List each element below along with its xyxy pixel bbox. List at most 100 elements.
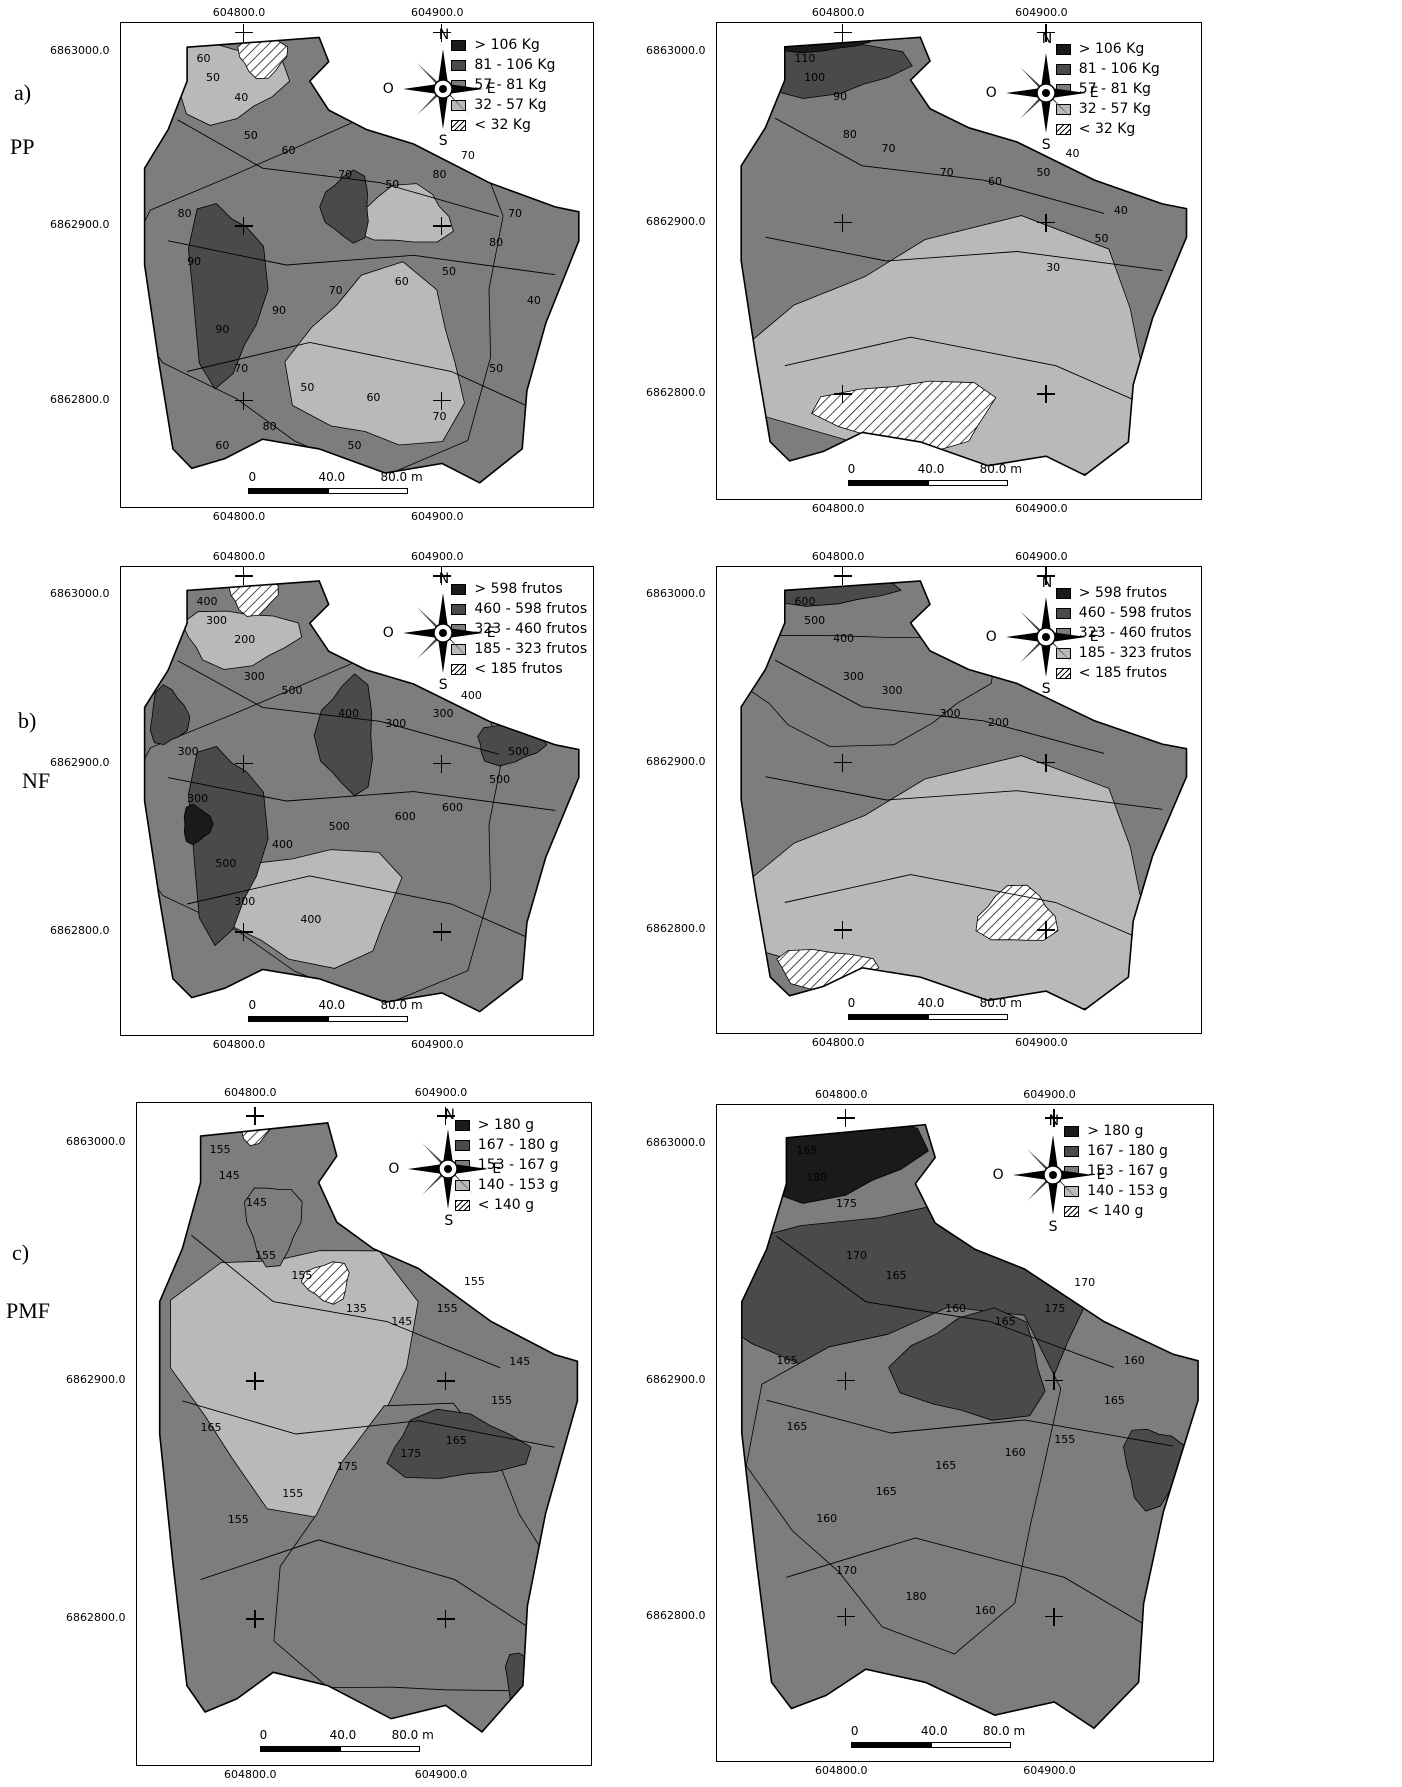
legend-label: 140 - 153 g xyxy=(477,1177,559,1193)
x-coord-bottom: 604800.0 xyxy=(811,502,865,515)
contour-label: 170 xyxy=(845,1249,867,1263)
compass-n-label: N xyxy=(1041,31,1053,47)
scale-label: 0 xyxy=(847,996,856,1010)
legend-swatch xyxy=(1064,1145,1080,1157)
legend-swatch xyxy=(1055,63,1071,75)
contour-label: 110 xyxy=(794,51,816,65)
y-coord: 6863000.0 xyxy=(66,1134,126,1148)
contour-label: 155 xyxy=(227,1513,249,1527)
contour-label: 500 xyxy=(281,684,303,697)
grid-cross xyxy=(432,23,451,42)
contour-label: 50 xyxy=(489,361,504,375)
grid-cross xyxy=(836,1607,855,1626)
scale-label: 40.0 xyxy=(318,998,346,1012)
legend-label: < 32 Kg xyxy=(1078,121,1136,137)
scale-segment xyxy=(847,480,928,486)
kriging-map-svg xyxy=(158,1122,579,1733)
contour-label: 160 xyxy=(816,1511,838,1525)
legend-label: 81 - 106 Kg xyxy=(1078,61,1160,77)
legend: > 598 frutos 460 - 598 frutos 323 - 460 fr… xyxy=(1055,583,1192,683)
grid-cross xyxy=(1037,753,1056,772)
legend-item: > 106 Kg xyxy=(1055,39,1160,59)
y-coord: 6862800.0 xyxy=(66,1611,126,1625)
compass-e-label: E xyxy=(492,1161,502,1177)
legend-item: > 180 g xyxy=(454,1115,559,1135)
compass-w-label: O xyxy=(985,629,997,645)
legend-item: < 185 frutos xyxy=(1055,663,1192,683)
class-zone xyxy=(244,1187,303,1268)
contour-label: 400 xyxy=(272,838,294,852)
contour-label: 145 xyxy=(245,1195,267,1209)
x-coord-top: 604900.0 xyxy=(1023,1088,1076,1101)
y-coord: 6862900.0 xyxy=(66,1373,126,1387)
scale-label: 0 xyxy=(248,470,257,484)
y-coord: 6862900.0 xyxy=(646,754,706,768)
legend-swatch xyxy=(451,603,467,615)
contour-label: 400 xyxy=(460,688,482,702)
isoline xyxy=(784,336,1144,405)
row-b-variable: NF xyxy=(22,768,51,793)
grid-cross xyxy=(1037,385,1056,404)
legend-swatch xyxy=(1055,43,1071,55)
isoline xyxy=(168,777,556,811)
compass-n-label: N xyxy=(1048,1113,1060,1129)
contour-label: 90 xyxy=(215,323,230,337)
isoline xyxy=(786,1537,1154,1631)
contour-label: 300 xyxy=(205,613,227,627)
legend-label: 167 - 180 g xyxy=(1087,1143,1168,1159)
grid-cross xyxy=(1045,1109,1064,1128)
contour-label: 80 xyxy=(432,168,447,182)
contour-label: 300 xyxy=(842,669,864,683)
contour-label: 165 xyxy=(875,1485,897,1499)
isoline xyxy=(177,660,499,755)
compass-s-label: S xyxy=(1041,137,1051,153)
legend-swatch xyxy=(454,1119,470,1131)
scale-label: 80.0 m xyxy=(380,470,423,484)
contour-label: 165 xyxy=(935,1459,957,1473)
legend-swatch xyxy=(1055,607,1071,619)
legend-label: 140 - 153 g xyxy=(1087,1183,1168,1199)
legend-label: 32 - 57 Kg xyxy=(474,97,547,113)
contour-label: 600 xyxy=(394,810,416,824)
scale-bar: 0 40.0 80.0 m xyxy=(259,1728,434,1755)
class-zone-hatched xyxy=(228,581,279,617)
north-arrow-compass: N S E O xyxy=(388,1107,501,1229)
contour-label: 70 xyxy=(234,361,249,375)
contour-label: 175 xyxy=(400,1447,422,1461)
contour-label: 175 xyxy=(336,1460,358,1474)
x-coord-bottom: 604900.0 xyxy=(1015,1036,1068,1049)
isoline xyxy=(774,659,1105,754)
contour-label: 400 xyxy=(300,913,322,927)
contour-label: 40 xyxy=(526,294,541,308)
compass-s-label: S xyxy=(438,677,448,693)
y-coord: 6862800.0 xyxy=(646,1608,706,1622)
contour-label: 80 xyxy=(489,235,504,249)
legend: > 598 frutos 460 - 598 frutos 323 - 460 fr… xyxy=(451,579,587,679)
x-coord-top: 604900.0 xyxy=(1015,6,1068,19)
legend-swatch xyxy=(1055,103,1071,115)
contour-label: 170 xyxy=(836,1564,858,1578)
compass-e-label: E xyxy=(1096,1167,1106,1183)
contour-label: 600 xyxy=(441,801,463,814)
legend-item: 460 - 598 frutos xyxy=(451,599,587,619)
grid-cross xyxy=(436,1372,455,1391)
contour-label: 50 xyxy=(205,71,220,85)
grid-cross xyxy=(234,923,253,942)
map-panel-c-right: 165 180 175 170 165 160 165 175 170 160 165 155 160 1… xyxy=(716,1104,1214,1762)
contour-label: 60 xyxy=(196,52,211,66)
legend-label: > 598 frutos xyxy=(1078,585,1168,601)
contour-label: 90 xyxy=(833,89,848,103)
legend-item: 140 - 153 g xyxy=(1064,1181,1168,1201)
grid-cross xyxy=(432,391,451,410)
kriging-map-svg xyxy=(143,580,580,1013)
row-c-variable: PMF xyxy=(6,1298,51,1323)
contour-label: 145 xyxy=(391,1314,413,1328)
legend-label: > 106 Kg xyxy=(474,37,540,53)
contour-label: 500 xyxy=(489,772,511,786)
contour-label: 200 xyxy=(234,632,256,646)
legend-swatch xyxy=(1064,1185,1080,1197)
compass-rose-icon xyxy=(1012,1135,1093,1215)
contour-label: 165 xyxy=(885,1269,907,1282)
x-coord-top: 604800.0 xyxy=(811,550,865,563)
legend-swatch xyxy=(454,1179,470,1191)
